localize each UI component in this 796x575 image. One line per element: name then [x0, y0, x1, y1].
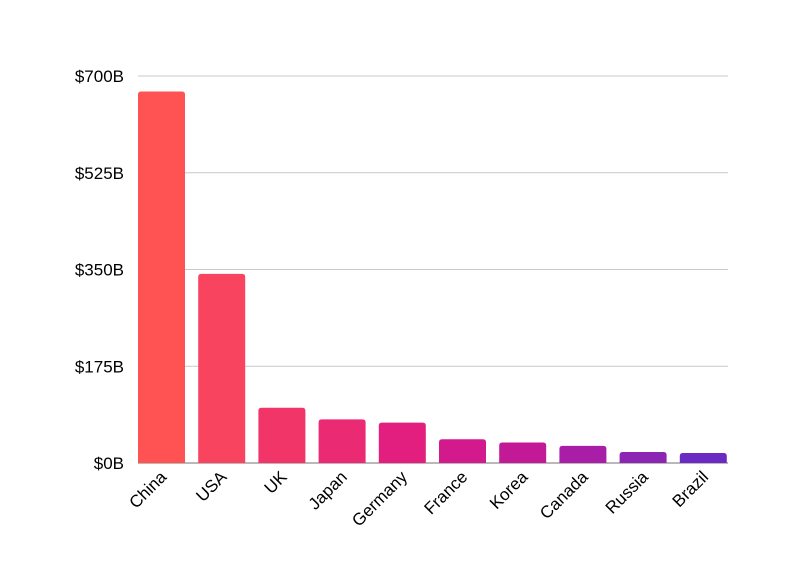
y-tick-label: $700B	[75, 67, 124, 86]
y-tick-label: $350B	[75, 261, 124, 280]
x-tick-label: Korea	[486, 467, 532, 513]
x-tick-label: France	[420, 467, 471, 518]
x-tick-label: Brazil	[669, 467, 712, 510]
bar-germany	[378, 422, 426, 463]
bar-korea	[499, 442, 547, 463]
y-tick-label: $175B	[75, 357, 124, 376]
x-tick-label: Canada	[536, 467, 592, 523]
bar-russia	[619, 451, 667, 463]
bars	[138, 91, 727, 463]
bar-uk	[258, 407, 306, 463]
bar-japan	[318, 419, 366, 463]
x-tick-label: China	[125, 467, 170, 512]
bar-france	[439, 439, 486, 463]
bar-china	[138, 91, 185, 463]
y-axis-tick-labels: $0B $175B $350B $525B $700B	[75, 67, 124, 473]
x-tick-label: USA	[192, 467, 231, 506]
y-tick-label: $0B	[94, 454, 124, 473]
x-tick-label: UK	[261, 467, 292, 498]
x-tick-label: Japan	[305, 467, 351, 513]
x-tick-label: Germany	[348, 467, 411, 530]
x-tick-label: Russia	[602, 467, 653, 518]
y-tick-label: $525B	[75, 164, 124, 183]
bar-usa	[198, 273, 246, 463]
bar-brazil	[679, 453, 727, 463]
bar-canada	[559, 445, 607, 463]
